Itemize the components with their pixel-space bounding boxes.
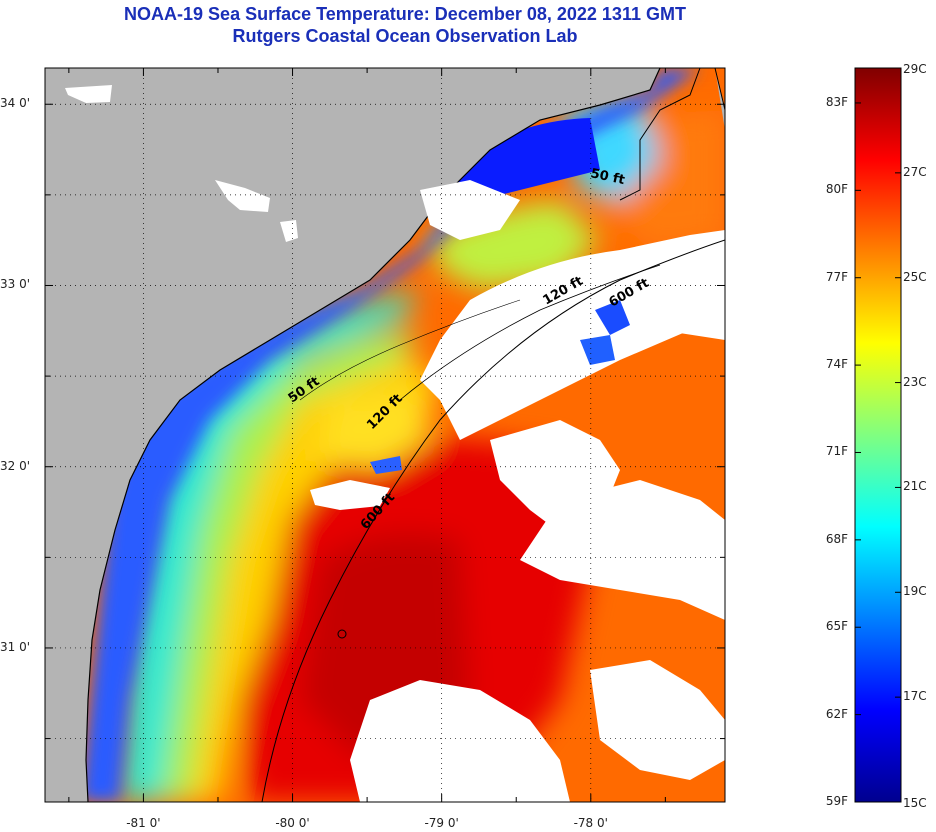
colorbar-label-celsius: 25C (903, 269, 927, 284)
sst-blue-patch-3 (370, 456, 402, 474)
colorbar-label-celsius: 29C (903, 62, 927, 76)
lat-tick-label: 31 0' (0, 639, 31, 654)
colorbar-label-fahrenheit: 80F (825, 182, 848, 197)
inland-lake-2 (215, 180, 270, 212)
inland-lake-3 (280, 220, 298, 242)
inland-lake-1 (65, 85, 112, 103)
coastline (85, 68, 661, 802)
cloud-south (350, 680, 570, 802)
coastline-northeast (619, 68, 701, 201)
cloud-small-2 (460, 350, 510, 380)
colorbar (854, 67, 902, 803)
map-frame (44, 67, 726, 803)
sst-blue-patch-1 (595, 300, 630, 335)
colorbar-label-celsius: 27C (903, 164, 927, 179)
lon-tick-label: -78 0' (573, 816, 608, 830)
colorbar-label-fahrenheit: 77F (825, 269, 848, 284)
colorbar-label-celsius: 19C (903, 584, 927, 599)
axis-ticks (45, 68, 725, 802)
figure-title: NOAA-19 Sea Surface Temperature: Decembe… (124, 4, 686, 24)
colorbar-label-celsius: 17C (903, 689, 927, 704)
isobath-50ft-line (299, 299, 521, 401)
land-mass (45, 68, 660, 802)
colorbar-label-fahrenheit: 74F (825, 357, 848, 372)
colorbar-label-fahrenheit: 62F (825, 706, 848, 721)
cloud-small-1 (310, 480, 390, 510)
cloud-east-2 (520, 480, 725, 620)
sst-blue-patch-2 (580, 335, 615, 365)
lat-tick-label: 33 0' (0, 277, 31, 292)
colorbar-label-celsius: 15C (903, 796, 927, 810)
station-marker (337, 629, 347, 639)
colorbar-label-fahrenheit: 83F (825, 94, 848, 109)
sst-deep-blue-north (450, 118, 600, 200)
colorbar-label-celsius: 23C (903, 374, 927, 389)
lon-tick-label: -80 0' (275, 816, 310, 830)
cloud-southeast (590, 660, 725, 780)
lat-tick-label: 34 0' (0, 96, 31, 111)
isobath-label-50ft-north: 50 ft (589, 166, 626, 188)
land-northeast-corner (714, 68, 725, 130)
lat-tick-label: 32 0' (0, 458, 31, 473)
colorbar-label-fahrenheit: 65F (825, 619, 848, 634)
lon-tick-label: -81 0' (126, 816, 161, 830)
colorbar-ticks (855, 67, 901, 803)
map-plot-area: 50 ft 120 ft 600 ft 50 ft 120 ft 600 ft (45, 68, 725, 802)
colorbar-label-fahrenheit: 59F (825, 794, 848, 808)
lon-tick-label: -79 0' (424, 816, 459, 830)
isobath-120ft-line (399, 264, 661, 401)
cloud-east-1 (600, 260, 725, 340)
figure-subtitle: Rutgers Coastal Ocean Observation Lab (232, 26, 578, 46)
graticule (45, 68, 725, 802)
colorbar-label-celsius: 21C (903, 479, 927, 494)
colorbar-label-fahrenheit: 68F (825, 531, 848, 546)
cloud-cover (310, 180, 725, 802)
sst-yellow-patch (320, 390, 430, 470)
colorbar-label-fahrenheit: 71F (825, 444, 848, 459)
